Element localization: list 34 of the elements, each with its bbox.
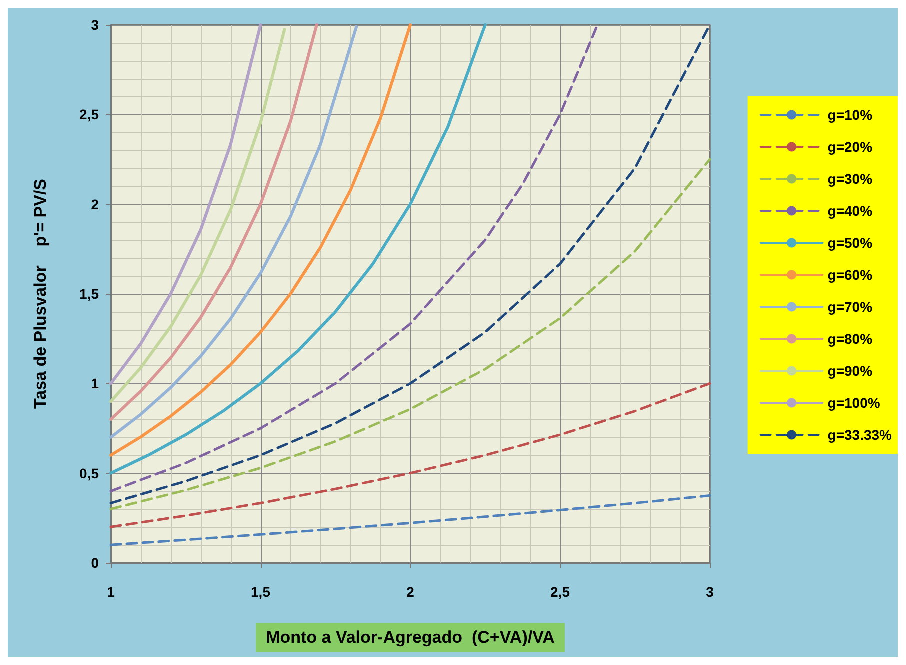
legend-label: g=60% — [828, 267, 874, 283]
y-tick-label: 2,5 — [80, 106, 100, 123]
legend-label: g=10% — [828, 107, 874, 123]
legend-label: g=20% — [828, 139, 874, 155]
line-series — [110, 24, 487, 475]
line-series — [110, 382, 712, 528]
x-tick-label: 1 — [107, 584, 116, 600]
legend-label: g=70% — [828, 299, 874, 315]
line-series — [110, 24, 412, 457]
x-tick-label: 2,5 — [550, 584, 570, 600]
y-tick-label: 0,5 — [80, 465, 100, 482]
line-series — [110, 158, 712, 510]
legend-label: g=40% — [828, 203, 874, 219]
legend-label: g=90% — [828, 363, 874, 379]
x-axis-title: Monto a Valor-Agregado (C+VA)/VA — [266, 628, 555, 647]
y-tick-label: 1,5 — [80, 286, 100, 302]
line-series — [110, 24, 262, 386]
y-tick-label: 3 — [91, 17, 100, 33]
legend-label: g=30% — [828, 171, 874, 187]
y-tick-label: 0 — [91, 555, 100, 571]
x-tick-label: 2 — [406, 584, 415, 600]
y-tick-label: 1 — [91, 376, 100, 392]
line-series — [110, 28, 286, 404]
legend-label: g=33.33% — [828, 427, 893, 443]
x-tick-label: 1,5 — [251, 584, 271, 600]
line-series — [110, 494, 712, 546]
x-tick-label: 3 — [706, 584, 714, 600]
y-axis-title: Tasa de Plusvalor p'= PV/S — [31, 178, 50, 410]
legend-label: g=50% — [828, 235, 874, 251]
line-series — [110, 24, 318, 422]
legend-label: g=100% — [828, 395, 881, 411]
legend-label: g=80% — [828, 331, 874, 347]
line-series — [110, 25, 358, 439]
y-tick-label: 2 — [91, 196, 100, 212]
